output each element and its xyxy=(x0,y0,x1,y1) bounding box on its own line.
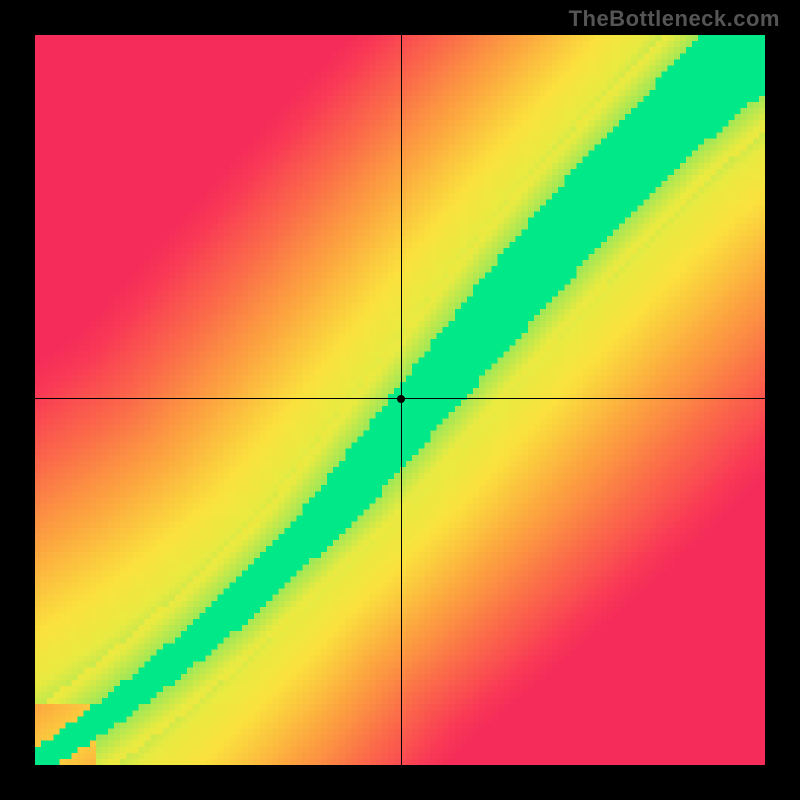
watermark-text: TheBottleneck.com xyxy=(569,6,780,32)
crosshair-point xyxy=(397,395,405,403)
